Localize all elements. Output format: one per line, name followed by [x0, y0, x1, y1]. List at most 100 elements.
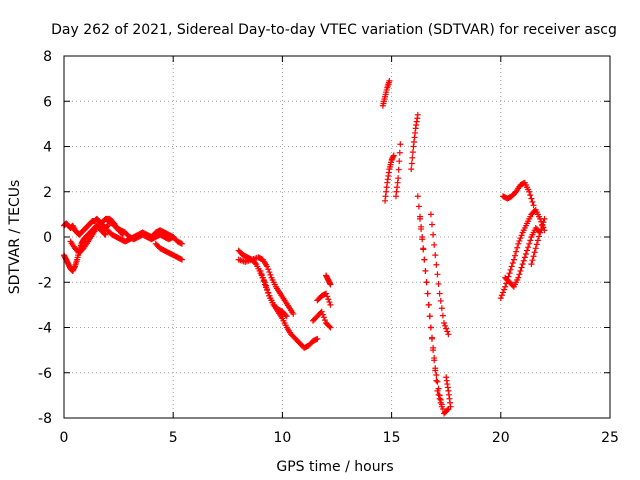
data-point-interp [432, 367, 439, 374]
data-point [519, 261, 526, 268]
x-tick-label: 10 [273, 430, 291, 446]
data-point-interp [538, 226, 545, 233]
data-point [414, 193, 421, 200]
data-point-interp [437, 297, 444, 304]
series-seg17 [414, 193, 452, 417]
y-tick-label: -6 [38, 366, 52, 382]
data-point-interp [443, 325, 450, 332]
data-point [506, 270, 513, 277]
data-point-interp [531, 249, 538, 256]
data-point [102, 231, 109, 238]
data-point [421, 256, 428, 263]
data-point [408, 166, 415, 173]
data-point-interp [427, 324, 434, 331]
data-point [541, 227, 548, 234]
data-point-interp [527, 237, 534, 244]
data-point-interp [498, 292, 505, 299]
data-point [445, 331, 452, 338]
data-point [327, 324, 334, 331]
data-point [515, 240, 522, 247]
data-point-interp [395, 166, 402, 173]
series-seg19 [427, 211, 452, 338]
y-tick-label: 6 [43, 94, 52, 110]
data-point-interp [324, 293, 331, 300]
data-point [386, 77, 393, 84]
data-point-interp [264, 287, 271, 294]
data-point-interp [420, 246, 427, 253]
data-point [283, 313, 290, 320]
data-point-interp [540, 219, 547, 226]
data-point [430, 347, 437, 354]
data-point [497, 295, 504, 302]
data-point [530, 202, 537, 209]
data-point [257, 267, 264, 274]
series-seg21 [499, 179, 537, 209]
data-point-interp [409, 154, 416, 161]
series-seg22 [497, 206, 548, 302]
data-points [61, 77, 548, 417]
data-point [397, 141, 404, 148]
data-point-interp [326, 323, 333, 330]
y-axis-label: SDTVAR / TECUs [7, 180, 23, 295]
data-point-interp [437, 399, 444, 406]
series-seg13 [379, 77, 393, 109]
data-point-interp [282, 312, 289, 319]
data-point-interp [525, 244, 532, 251]
data-point-interp [430, 231, 437, 238]
data-point-interp [396, 149, 403, 156]
y-tick-label: 4 [43, 140, 52, 156]
series-seg14 [382, 152, 397, 204]
series-seg8 [235, 254, 297, 317]
series-seg16 [408, 111, 421, 173]
data-point [510, 256, 517, 263]
data-point-interp [321, 317, 328, 324]
data-point-interp [511, 252, 518, 259]
data-point-interp [263, 284, 270, 291]
data-point-interp [442, 322, 449, 329]
data-point-interp [508, 263, 515, 270]
data-point [541, 215, 548, 222]
series-seg24 [528, 215, 548, 268]
data-point-interp [518, 264, 525, 271]
data-point-interp [258, 271, 265, 278]
data-point-interp [433, 372, 440, 379]
data-point-interp [516, 271, 523, 278]
data-point-interp [433, 377, 440, 384]
series-seg11 [314, 290, 334, 308]
data-point-interp [429, 335, 436, 342]
data-point [526, 188, 533, 195]
data-point-interp [539, 222, 546, 229]
data-point [170, 234, 177, 240]
grid [64, 56, 610, 418]
series-seg20 [443, 374, 454, 410]
series-seg10 [309, 308, 334, 331]
data-point-interp [529, 198, 536, 205]
data-point-interp [522, 250, 529, 257]
data-point-interp [319, 311, 326, 318]
data-point [528, 261, 535, 268]
x-tick-label: 5 [169, 430, 178, 446]
data-point [416, 215, 423, 222]
data-point-interp [528, 195, 535, 202]
data-point-interp [265, 266, 272, 273]
data-point-interp [509, 260, 516, 267]
data-point [532, 245, 539, 252]
x-tick-label: 0 [60, 430, 69, 446]
data-point-interp [429, 221, 436, 228]
data-point-interp [518, 232, 525, 239]
data-point [438, 403, 445, 410]
series-seg15 [392, 141, 404, 200]
data-point-interp [529, 257, 536, 264]
data-point-interp [434, 378, 441, 385]
data-point [314, 335, 321, 342]
data-point [327, 281, 334, 288]
data-point-interp [431, 241, 438, 248]
data-point [537, 229, 544, 236]
data-point [318, 308, 325, 315]
plot-frame [63, 55, 611, 419]
data-point-interp [409, 149, 416, 156]
y-tick-label: -8 [38, 411, 52, 427]
data-point-interp [422, 267, 429, 274]
data-point-interp [423, 279, 430, 286]
data-point-interp [517, 235, 524, 242]
